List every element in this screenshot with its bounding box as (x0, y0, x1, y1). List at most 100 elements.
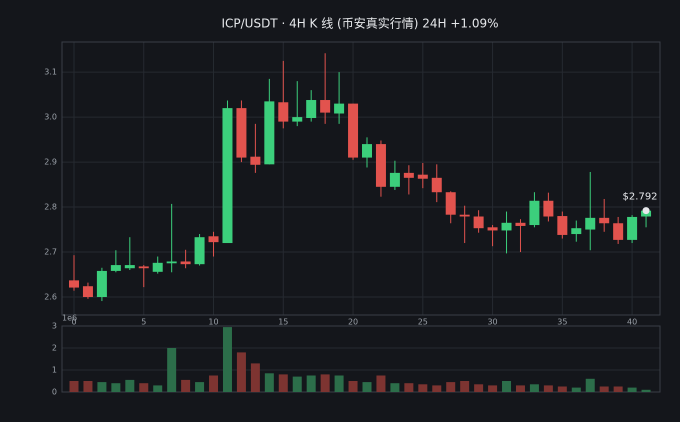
candle-body (152, 262, 163, 272)
volume-bar (264, 373, 274, 392)
volume-bar (125, 379, 135, 392)
candle-body (82, 286, 93, 298)
volume-bar (390, 383, 400, 392)
x-tick-label: 25 (418, 318, 428, 327)
volume-bar (348, 381, 358, 392)
volume-bar (153, 385, 163, 392)
candle-body (320, 100, 331, 113)
volume-bar (278, 374, 288, 392)
volume-bar (557, 386, 567, 392)
candle-body (613, 223, 624, 240)
candle-body (278, 102, 289, 122)
candle-body (599, 217, 610, 224)
x-tick-label: 35 (557, 318, 567, 327)
x-tick-label: 0 (71, 318, 76, 327)
x-tick-label: 5 (141, 318, 146, 327)
y-tick-label: 2.9 (44, 158, 57, 167)
y-tick-label: 3.1 (44, 68, 57, 77)
volume-bar (460, 381, 470, 392)
candle-body (389, 172, 400, 187)
candle-body (236, 108, 247, 158)
volume-bar (320, 374, 330, 392)
volume-bar (515, 385, 525, 392)
candle-body (361, 144, 372, 158)
plot-frame (61, 325, 661, 393)
candle-body (529, 200, 540, 226)
candle-body (375, 144, 386, 187)
x-tick-label: 15 (278, 318, 288, 327)
candle-body (306, 100, 317, 119)
candle-body (68, 280, 79, 288)
candle-body (501, 222, 512, 231)
y-tick-label: 3.0 (44, 113, 57, 122)
candle-body (194, 237, 205, 265)
volume-bar (585, 378, 595, 392)
y-tick-label: 2.7 (44, 248, 57, 257)
candle-body (417, 174, 428, 179)
candle-body (110, 265, 121, 271)
volume-bar (69, 381, 79, 392)
volume-bar (139, 383, 149, 392)
candle-body (445, 192, 456, 215)
candle-body (180, 261, 191, 265)
candle-body (348, 103, 359, 158)
volume-bar (195, 382, 205, 392)
y-tick-label: 1 (52, 366, 57, 375)
candle-body (431, 177, 442, 193)
volume-bar (571, 387, 581, 392)
volume-bar (334, 375, 344, 392)
y-tick-label: 2.8 (44, 203, 57, 212)
candle-body (403, 172, 414, 178)
axis-offset-label: 1e6 (62, 314, 77, 323)
y-tick-label: 0 (52, 388, 57, 397)
candle-body (543, 200, 554, 217)
candle-body (627, 216, 638, 240)
volume-bar (627, 387, 637, 392)
volume-bar (502, 381, 512, 392)
x-tick-label: 30 (487, 318, 497, 327)
candle-body (166, 261, 177, 264)
volume-bar (222, 327, 232, 392)
volume-bar (529, 384, 539, 392)
volume-bar (250, 363, 260, 392)
candle-body (487, 227, 498, 231)
last-price-label: $2.792 (623, 192, 658, 203)
volume-bar (599, 386, 609, 392)
volume-bar (97, 382, 107, 392)
volume-bar (474, 384, 484, 392)
volume-bar (376, 375, 386, 392)
volume-bar (292, 376, 302, 392)
x-tick-label: 20 (348, 318, 358, 327)
plot-frame (61, 41, 661, 316)
candle-body (557, 216, 568, 235)
volume-bar (209, 375, 219, 392)
volume-bar (432, 385, 442, 392)
volume-bar (111, 383, 121, 392)
volume-bar (362, 382, 372, 392)
candle-body (124, 265, 135, 269)
y-tick-label: 2.6 (44, 293, 57, 302)
x-tick-label: 40 (627, 318, 637, 327)
volume-bar (641, 389, 651, 392)
candle-body (264, 101, 275, 165)
x-tick-label: 10 (208, 318, 218, 327)
candle-body (571, 228, 582, 235)
volume-bar (181, 379, 191, 392)
volume-bar (418, 384, 428, 392)
candle-body (138, 266, 149, 269)
candle-body (292, 117, 303, 122)
candle-body (250, 156, 261, 165)
volume-bar (543, 385, 553, 392)
volume-bar (488, 385, 498, 392)
volume-bar (613, 386, 623, 392)
volume-bar (83, 381, 93, 392)
chart-title: ICP/USDT · 4H K 线 (币安真实行情) 24H +1.09% (221, 16, 498, 31)
candle-body (208, 236, 219, 243)
y-tick-label: 2 (52, 344, 57, 353)
candle-body (222, 108, 233, 244)
candle-body (334, 103, 345, 114)
candle-body (96, 270, 107, 298)
candle-body (459, 214, 470, 217)
volume-bar (404, 383, 414, 392)
